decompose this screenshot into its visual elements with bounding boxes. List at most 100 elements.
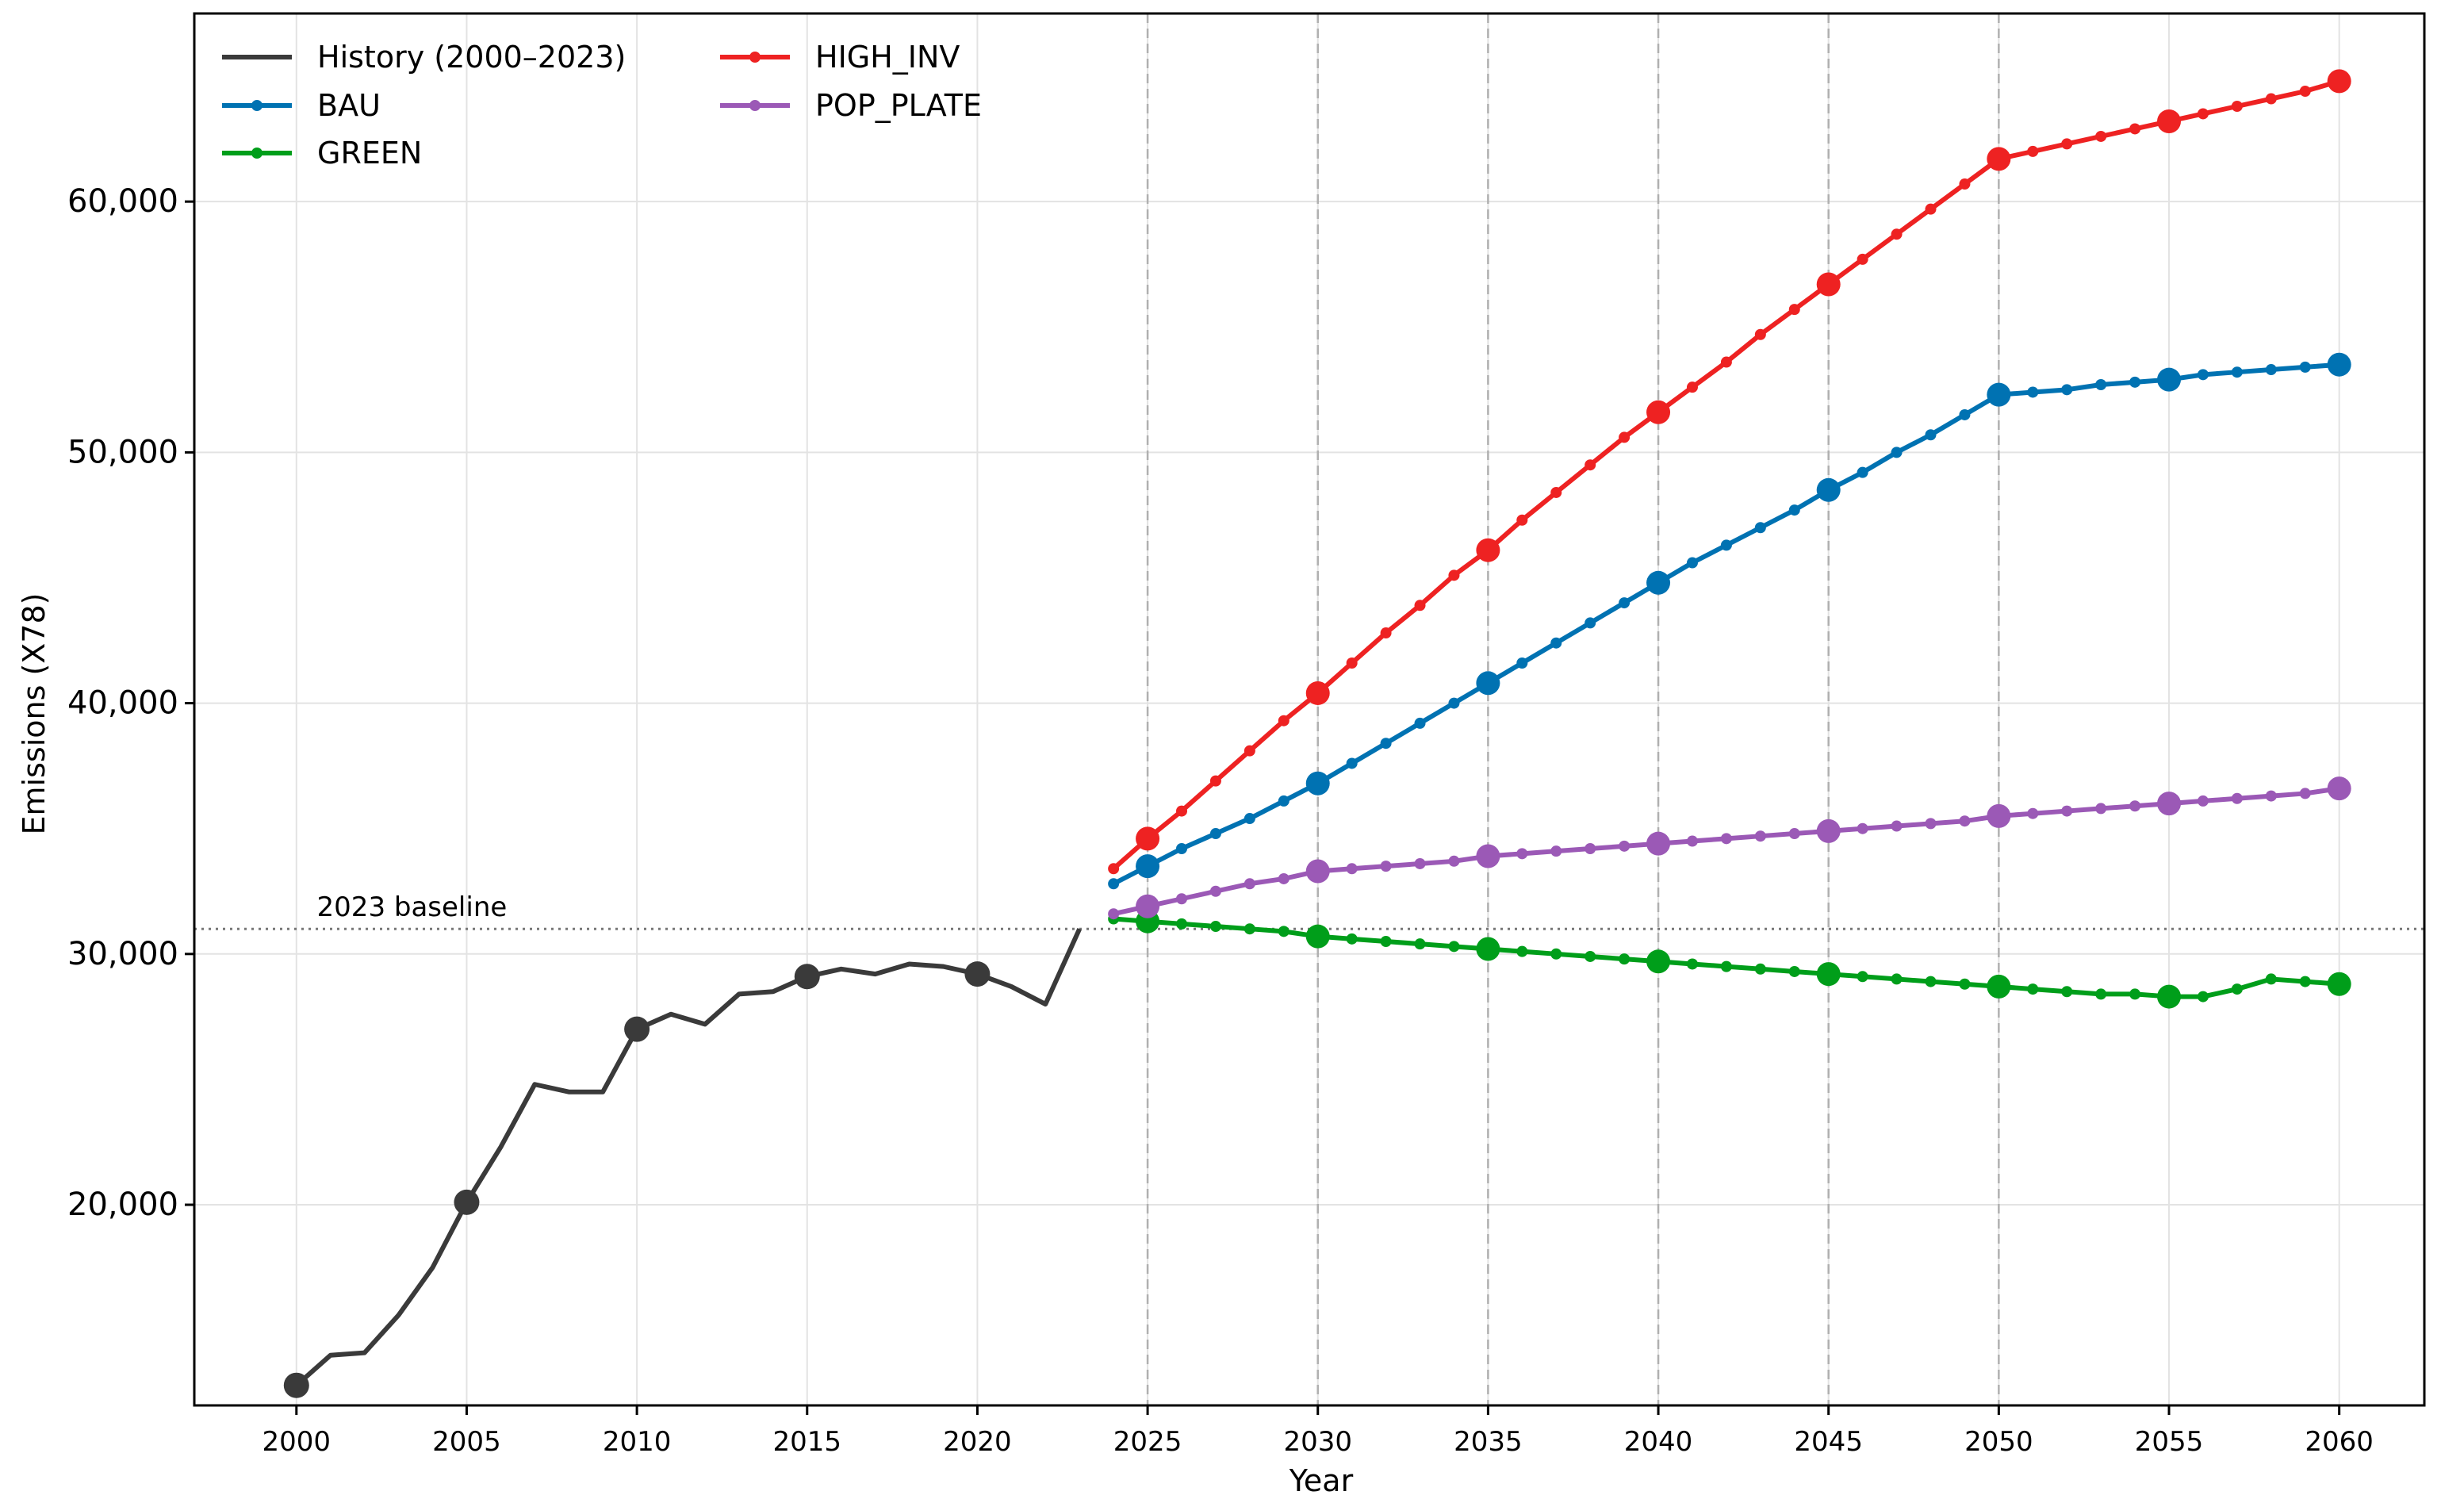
bau-point-2060 xyxy=(2327,352,2351,377)
high_inv-point-2040 xyxy=(1646,400,1671,424)
high_inv-point-2037 xyxy=(1550,486,1562,498)
legend-swatch-marker xyxy=(251,148,262,159)
high_inv-point-2056 xyxy=(2197,108,2209,120)
y-tick-label-20000: 20,000 xyxy=(67,1187,178,1223)
history-point-2000 xyxy=(283,1372,309,1398)
high_inv-point-2048 xyxy=(1925,203,1937,215)
bau-point-2048 xyxy=(1925,429,1937,441)
x-tick-label-2040: 2040 xyxy=(1624,1426,1693,1458)
bau-point-2028 xyxy=(1243,813,1255,825)
green-point-2036 xyxy=(1516,945,1528,957)
legend-item-history-2000-2023: History (2000–2023) xyxy=(222,40,626,75)
bau-point-2041 xyxy=(1686,557,1698,569)
legend-label: POP_PLATE xyxy=(815,88,982,123)
bau-point-2025 xyxy=(1136,854,1160,879)
high_inv-point-2054 xyxy=(2129,123,2141,135)
bau-point-2030 xyxy=(1305,771,1330,796)
x-tick-label-2030: 2030 xyxy=(1283,1426,1352,1458)
pop_plate-point-2031 xyxy=(1346,863,1358,875)
high_inv-point-2025 xyxy=(1136,826,1160,851)
green-point-2052 xyxy=(2061,986,2073,998)
green-point-2050 xyxy=(1987,974,2011,999)
high_inv-point-2039 xyxy=(1619,431,1631,443)
high_inv-point-2024 xyxy=(1108,863,1120,875)
pop_plate-point-2025 xyxy=(1136,894,1160,918)
green-point-2034 xyxy=(1448,941,1460,953)
pop_plate-point-2036 xyxy=(1516,848,1528,860)
bau-point-2024 xyxy=(1108,878,1120,890)
high_inv-point-2052 xyxy=(2061,138,2073,150)
pop_plate-point-2058 xyxy=(2265,790,2277,802)
high_inv-point-2036 xyxy=(1516,514,1528,526)
history-point-2020 xyxy=(964,961,991,987)
series-layer xyxy=(283,69,2351,1398)
green-point-2054 xyxy=(2129,988,2141,1000)
pop_plate-point-2028 xyxy=(1243,878,1255,890)
green-point-2058 xyxy=(2265,973,2277,985)
pop_plate-point-2029 xyxy=(1278,872,1289,884)
milestone-lines xyxy=(1146,13,2000,1405)
y-tick-label-50000: 50,000 xyxy=(67,434,178,470)
bau-point-2027 xyxy=(1209,828,1221,840)
green-point-2029 xyxy=(1278,926,1289,937)
high_inv-point-2034 xyxy=(1448,569,1460,581)
bau-point-2040 xyxy=(1646,570,1671,595)
green-point-2043 xyxy=(1754,963,1766,975)
x-tick-label-2050: 2050 xyxy=(1964,1426,2033,1458)
x-tick-label-2045: 2045 xyxy=(1794,1426,1863,1458)
high_inv-point-2047 xyxy=(1891,228,1903,240)
legend-label: History (2000–2023) xyxy=(317,40,626,75)
pop_plate-point-2032 xyxy=(1380,861,1392,872)
pop_plate-point-2024 xyxy=(1108,908,1120,920)
bau-point-2032 xyxy=(1380,738,1392,750)
legend-swatch-marker xyxy=(749,52,761,63)
history-line xyxy=(294,927,1082,1387)
legend-label: BAU xyxy=(317,88,381,123)
bau-point-2033 xyxy=(1414,717,1426,729)
history-point-2015 xyxy=(794,964,820,990)
legend-swatch-marker xyxy=(251,100,262,111)
pop_plate-point-2030 xyxy=(1305,859,1330,884)
history-point-2005 xyxy=(454,1189,480,1215)
high_inv-point-2032 xyxy=(1380,627,1392,639)
x-axis-ticks: 2000 2005 2010 2015 2020 2025 2030 2035 2040 2045… xyxy=(262,1405,2374,1458)
plot-frame xyxy=(193,12,2426,1407)
pop_plate-point-2043 xyxy=(1754,830,1766,842)
high_inv-point-2045 xyxy=(1816,272,1841,297)
legend: History (2000–2023) BAU GREEN HIGH_INV POP_P… xyxy=(222,40,982,171)
bau-point-2044 xyxy=(1788,504,1800,516)
pop_plate-point-2054 xyxy=(2129,800,2141,812)
pop_plate-point-2049 xyxy=(1959,815,1971,827)
pop_plate-point-2033 xyxy=(1414,857,1426,869)
pop_plate-point-2026 xyxy=(1176,893,1188,905)
green-point-2048 xyxy=(1925,976,1937,987)
high_inv-point-2028 xyxy=(1243,745,1255,757)
bau-point-2042 xyxy=(1720,539,1732,551)
bau-point-2054 xyxy=(2129,376,2141,388)
bau-point-2049 xyxy=(1959,408,1971,420)
baseline-label: 2023 baseline xyxy=(317,891,508,923)
series-high-inv xyxy=(1108,69,2351,875)
pop_plate-point-2035 xyxy=(1476,844,1500,868)
y-tick-label-60000: 60,000 xyxy=(67,183,178,220)
bau-point-2052 xyxy=(2061,384,2073,396)
pop_plate-point-2046 xyxy=(1857,822,1868,834)
legend-item-green: GREEN xyxy=(222,136,422,171)
green-point-2026 xyxy=(1176,918,1188,930)
green-point-2051 xyxy=(2027,983,2039,995)
green-point-2049 xyxy=(1959,978,1971,990)
high_inv-point-2042 xyxy=(1720,356,1732,368)
pop_plate-point-2044 xyxy=(1788,828,1800,840)
green-point-2060 xyxy=(2327,972,2351,996)
legend-item-bau: BAU xyxy=(222,88,381,123)
high_inv-point-2038 xyxy=(1585,459,1596,471)
green-point-2035 xyxy=(1476,937,1500,961)
high_inv-point-2046 xyxy=(1857,253,1868,265)
bau-point-2050 xyxy=(1987,382,2011,407)
bau-point-2059 xyxy=(2299,361,2311,373)
green-point-2047 xyxy=(1891,973,1903,985)
pop_plate-point-2045 xyxy=(1816,819,1841,843)
bau-point-2026 xyxy=(1176,843,1188,854)
bau-point-2057 xyxy=(2231,366,2243,378)
